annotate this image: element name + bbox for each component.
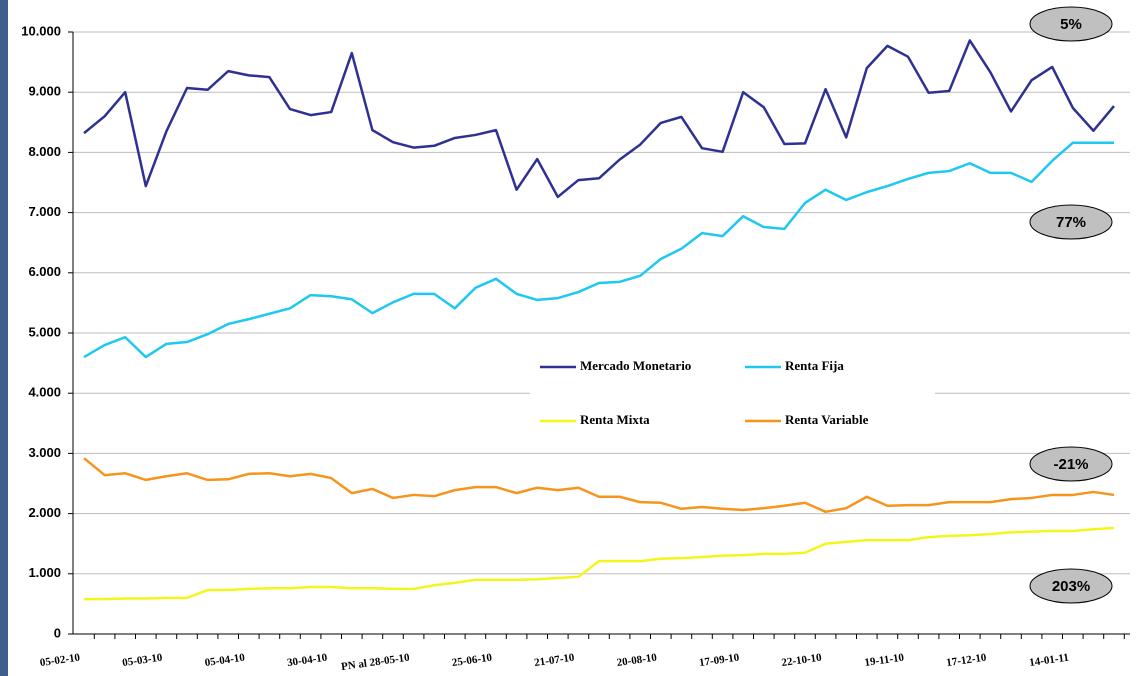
x-tick-label: 20-08-10 (616, 652, 658, 670)
x-tick-label: 05-03-10 (122, 652, 164, 670)
side-strip (0, 0, 8, 676)
y-tick-label: 2.000 (28, 505, 61, 520)
x-tick-label: 22-10-10 (781, 652, 823, 670)
annotation-label: 77% (1056, 214, 1086, 231)
annotation-bubble (1029, 568, 1113, 604)
series-line (83, 457, 1115, 514)
y-tick-label: 8.000 (28, 144, 61, 159)
annotation-bubble (1029, 446, 1113, 482)
legend-box (530, 345, 935, 445)
y-tick-label: 1.000 (28, 565, 61, 580)
x-tick-label: 05-04-10 (204, 652, 246, 670)
annotation-bubble (1029, 204, 1113, 240)
legend-label: Renta Variable (785, 412, 869, 427)
series-line (83, 39, 1115, 199)
legend-label: Renta Mixta (580, 412, 650, 427)
x-tick-label: 14-01-11 (1029, 652, 1070, 669)
y-tick-label: 0 (54, 625, 61, 640)
legend-label: Renta Fija (785, 358, 844, 373)
annotation-label: -21% (1053, 456, 1088, 473)
x-tick-label: 25-06-10 (451, 652, 493, 670)
x-tick-label: 05-02-10 (39, 652, 81, 670)
legend-label: Mercado Monetario (580, 358, 691, 373)
x-tick-label: 17-09-10 (698, 652, 740, 670)
annotation-label: 203% (1052, 578, 1090, 595)
y-tick-label: 9.000 (28, 84, 61, 99)
x-tick-label: 21-07-10 (534, 652, 576, 670)
y-tick-label: 4.000 (28, 385, 61, 400)
y-tick-label: 7.000 (28, 204, 61, 219)
y-tick-label: 5.000 (28, 324, 61, 339)
x-tick-label: PN al 28-05-10 (340, 652, 411, 674)
x-tick-label: 19-11-10 (864, 652, 905, 669)
annotation-label: 5% (1060, 16, 1082, 33)
y-tick-label: 3.000 (28, 445, 61, 460)
x-tick-label: 17-12-10 (946, 652, 988, 670)
series-line (83, 141, 1114, 359)
y-tick-label: 10.000 (21, 23, 61, 38)
y-tick-label: 6.000 (28, 264, 61, 279)
annotation-bubble (1029, 6, 1113, 42)
series-line (84, 526, 1115, 601)
x-tick-label: 30-04-10 (286, 652, 328, 670)
